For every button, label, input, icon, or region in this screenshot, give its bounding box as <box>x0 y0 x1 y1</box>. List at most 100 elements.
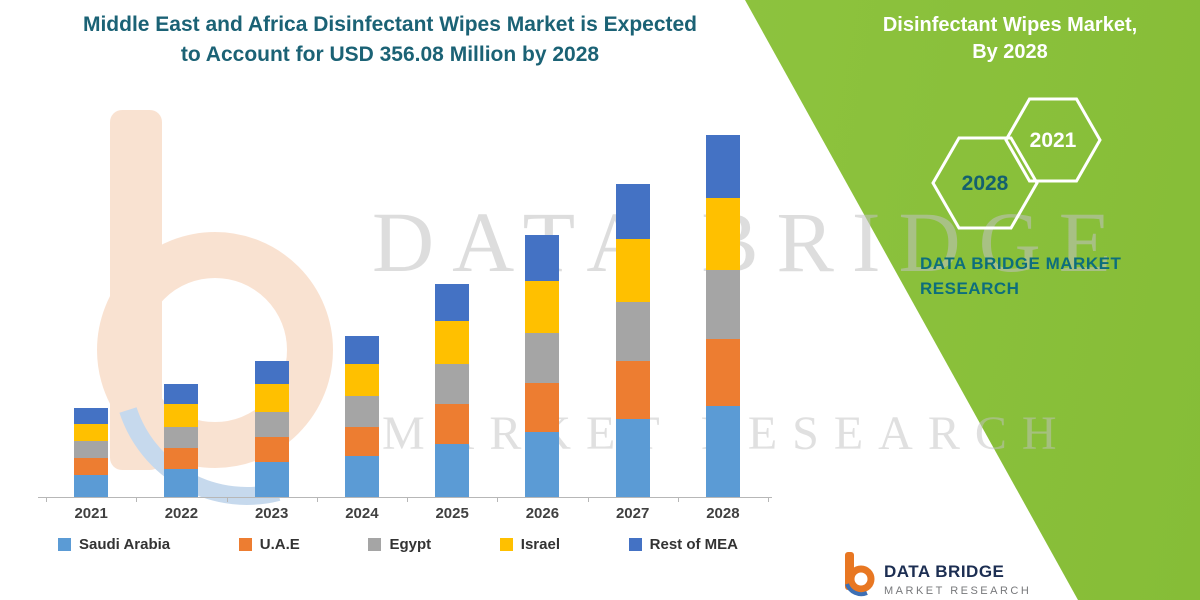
bar-2025 <box>435 284 470 497</box>
legend-label-rest-of-mea: Rest of MEA <box>649 536 738 553</box>
legend-swatch-u-a-e <box>238 538 252 551</box>
hexagon-2028-label: 2028 <box>962 172 1009 195</box>
legend-item-rest-of-mea: Rest of MEA <box>628 536 738 553</box>
x-axis-tick <box>587 497 589 502</box>
bar-segment-egypt-2023 <box>254 411 289 438</box>
footer-logo-mark <box>845 552 875 597</box>
chart-title-line1: Middle East and Africa Disinfectant Wipe… <box>82 13 698 36</box>
x-axis-tick <box>497 497 499 502</box>
bar-segment-egypt-2021 <box>74 441 109 459</box>
panel-brand-text: DATA BRIDGE MARKET RESEARCH <box>920 252 1121 301</box>
chart-legend: Saudi Arabia U.A.E Egypt Israel Rest of MEA <box>58 536 738 553</box>
footer-brand-tagline: MARKET RESEARCH <box>884 585 1032 597</box>
x-axis-tick <box>768 497 769 502</box>
hexagon-2021 <box>1004 97 1102 183</box>
bar-segment-rest-of-mea-2022 <box>164 383 199 405</box>
x-axis-tick <box>407 497 408 502</box>
legend-item-saudi-arabia: Saudi Arabia <box>58 536 170 553</box>
legend-label-israel: Israel <box>520 536 560 553</box>
legend-item-egypt: Egypt <box>368 536 431 553</box>
bar-segment-rest-of-mea-2024 <box>344 336 379 364</box>
bar-segment-israel-2023 <box>254 384 289 412</box>
bar-segment-saudi-arabia-2023 <box>254 462 289 497</box>
hexagon-2028 <box>931 136 1039 230</box>
legend-swatch-egypt <box>368 538 382 551</box>
bar-segment-u-a-e-2028 <box>705 339 740 407</box>
bar-segment-rest-of-mea-2027 <box>615 183 650 239</box>
legend-swatch-israel <box>499 538 513 551</box>
x-label-2027: 2027 <box>615 505 650 522</box>
bar-segment-u-a-e-2022 <box>164 448 199 469</box>
watermark-text-line1: DATA BRIDGE <box>372 194 1130 290</box>
footer-logo: DATA BRIDGE MARKET RESEARCH <box>840 550 1031 598</box>
bar-2026 <box>525 235 560 497</box>
legend-label-egypt: Egypt <box>389 536 432 553</box>
bar-segment-u-a-e-2023 <box>254 437 289 463</box>
chart-plot <box>46 100 768 497</box>
bar-segment-israel-2028 <box>705 197 740 271</box>
chart-title: Middle East and Africa Disinfectant Wipe… <box>0 10 780 71</box>
x-label-2025: 2025 <box>435 505 469 522</box>
x-label-2023: 2023 <box>254 505 289 522</box>
x-label-2026: 2026 <box>525 505 560 522</box>
bar-2022 <box>164 383 199 497</box>
bar-2028 <box>705 134 740 497</box>
legend-label-u-a-e: U.A.E <box>259 536 300 553</box>
footer-brand-name: DATA BRIDGE <box>884 562 1005 581</box>
bar-segment-u-a-e-2021 <box>74 458 109 475</box>
bar-segment-saudi-arabia-2026 <box>525 431 560 497</box>
bar-segment-israel-2022 <box>164 404 199 427</box>
bar-segment-u-a-e-2026 <box>525 383 560 432</box>
panel-title: Disinfectant Wipes Market, By 2028 <box>830 12 1190 66</box>
bar-segment-saudi-arabia-2022 <box>164 468 199 497</box>
bar-segment-saudi-arabia-2027 <box>615 418 650 497</box>
x-label-2024: 2024 <box>345 505 379 522</box>
panel-brand-line2: RESEARCH <box>920 278 1020 298</box>
x-axis-tick <box>226 497 228 502</box>
hexagon-2021-label: 2021 <box>1030 129 1077 152</box>
x-label-2022: 2022 <box>164 505 199 522</box>
footer-logo-text: DATA BRIDGE MARKET RESEARCH <box>884 550 1031 597</box>
chart-title-line2: to Account for USD 356.08 Million by 202… <box>180 43 600 67</box>
bar-segment-saudi-arabia-2025 <box>435 444 470 497</box>
bar-2024 <box>344 336 379 497</box>
bar-segment-egypt-2028 <box>705 270 740 340</box>
bar-segment-rest-of-mea-2028 <box>705 134 740 198</box>
x-axis-line <box>38 497 772 498</box>
bar-2023 <box>254 360 289 497</box>
legend-swatch-rest-of-mea <box>628 538 642 551</box>
bar-segment-israel-2025 <box>435 320 470 364</box>
x-axis-labels: 2021 2022 2023 2024 2025 2026 2027 2028 <box>46 505 768 522</box>
legend-item-israel: Israel <box>499 536 560 553</box>
bar-segment-egypt-2026 <box>525 333 560 384</box>
x-axis-tick <box>46 497 47 502</box>
x-axis-tick <box>316 497 318 502</box>
bar-segment-rest-of-mea-2023 <box>254 360 289 385</box>
bar-segment-u-a-e-2025 <box>435 404 470 445</box>
x-axis-tick <box>136 497 138 502</box>
bar-segment-rest-of-mea-2021 <box>74 408 109 424</box>
bar-segment-israel-2021 <box>74 423 109 442</box>
panel-brand-line1: DATA BRIDGE MARKET <box>920 254 1122 273</box>
panel-title-line2: By 2028 <box>972 41 1048 63</box>
bar-segment-egypt-2022 <box>164 426 199 449</box>
panel-title-line1: Disinfectant Wipes Market, <box>882 14 1138 36</box>
bar-segment-israel-2027 <box>615 238 650 302</box>
x-label-2028: 2028 <box>706 505 740 522</box>
bar-2021 <box>74 408 109 497</box>
x-axis-tick <box>677 497 679 502</box>
bar-segment-u-a-e-2027 <box>615 360 650 419</box>
bar-segment-rest-of-mea-2026 <box>525 235 560 282</box>
bar-segment-saudi-arabia-2028 <box>705 406 740 497</box>
watermark-brand-logo <box>97 110 333 505</box>
bar-2027 <box>615 183 650 497</box>
legend-label-saudi-arabia: Saudi Arabia <box>79 536 171 553</box>
bar-segment-saudi-arabia-2021 <box>74 474 109 497</box>
legend-item-u-a-e: U.A.E <box>238 536 300 553</box>
bar-segment-egypt-2025 <box>435 363 470 405</box>
bar-segment-rest-of-mea-2025 <box>435 284 470 321</box>
bar-segment-israel-2024 <box>344 363 379 397</box>
bar-segment-u-a-e-2024 <box>344 426 379 457</box>
bar-segment-egypt-2027 <box>615 301 650 361</box>
